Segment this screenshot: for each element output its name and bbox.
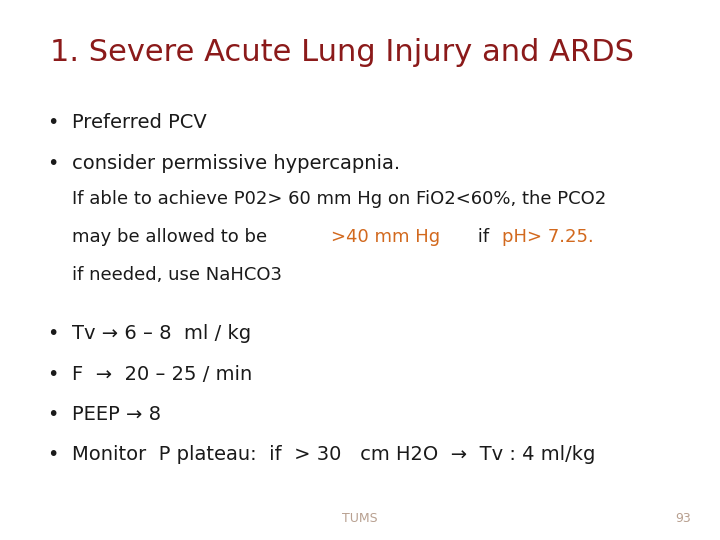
Text: PEEP → 8: PEEP → 8 <box>72 405 161 424</box>
Text: •: • <box>47 405 58 424</box>
Text: •: • <box>47 324 58 343</box>
Text: Monitor  P plateau:  if  > 30   cm H2O  →  Tv : 4 ml/kg: Monitor P plateau: if > 30 cm H2O → Tv :… <box>72 446 595 464</box>
Text: 1. Severe Acute Lung Injury and ARDS: 1. Severe Acute Lung Injury and ARDS <box>50 38 634 67</box>
Text: may be allowed to be: may be allowed to be <box>72 228 273 246</box>
Text: 93: 93 <box>675 512 691 525</box>
Text: >40 mm Hg: >40 mm Hg <box>331 228 441 246</box>
Text: •: • <box>47 113 58 132</box>
Text: •: • <box>47 154 58 173</box>
Text: F  →  20 – 25 / min: F → 20 – 25 / min <box>72 364 252 383</box>
Text: consider permissive hypercapnia.: consider permissive hypercapnia. <box>72 154 400 173</box>
Text: •: • <box>47 364 58 383</box>
Text: pH> 7.25.: pH> 7.25. <box>502 228 593 246</box>
Text: if needed, use NaHCO3: if needed, use NaHCO3 <box>72 266 282 284</box>
Text: TUMS: TUMS <box>342 512 378 525</box>
Text: Tv → 6 – 8  ml / kg: Tv → 6 – 8 ml / kg <box>72 324 251 343</box>
Text: if: if <box>472 228 495 246</box>
Text: If able to achieve P02> 60 mm Hg on FiO2<60%, the PCO2: If able to achieve P02> 60 mm Hg on FiO2… <box>72 190 606 208</box>
Text: Preferred PCV: Preferred PCV <box>72 113 207 132</box>
Text: •: • <box>47 446 58 464</box>
